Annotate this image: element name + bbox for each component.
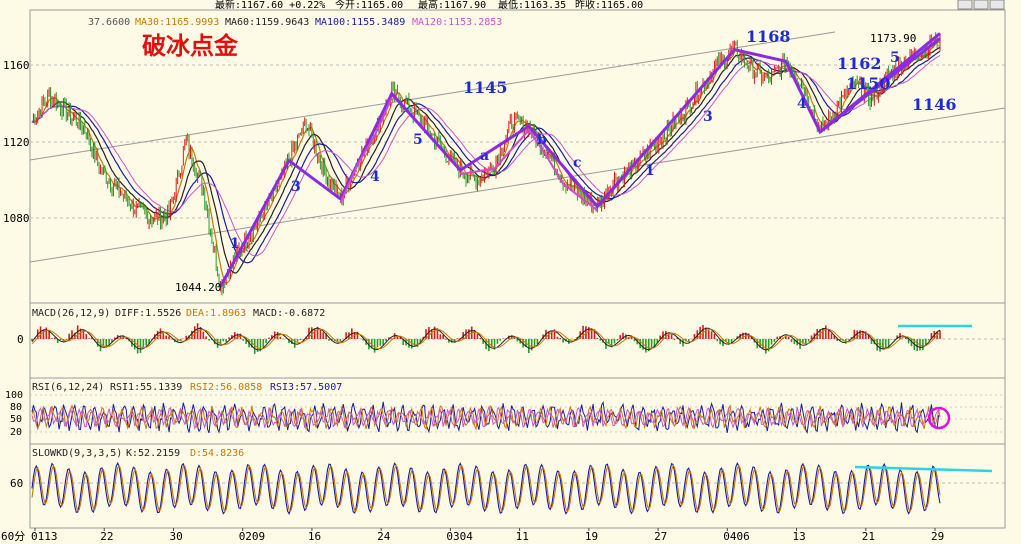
ma120-value: MA120:1153.2853 xyxy=(412,17,502,28)
x-tick-label: 27 xyxy=(654,530,667,543)
rsi3-value: RSI3:57.5007 xyxy=(270,382,342,393)
peak-1145-label: 1145 xyxy=(463,78,508,97)
kd-tick-60: 60 xyxy=(10,477,23,490)
rsi-line xyxy=(31,404,941,431)
wave-label-1b: 1 xyxy=(645,163,655,179)
macd-diff: DIFF:1.5526 xyxy=(115,308,181,319)
rsi-line xyxy=(31,405,941,430)
header-low: 最低:1163.35 xyxy=(498,0,566,11)
macd-dea-line xyxy=(31,328,941,350)
rsi-highlight-circle xyxy=(927,406,951,430)
peak-1162-label: 1162 xyxy=(837,54,882,73)
x-tick-label: 21 xyxy=(862,530,875,543)
wave-lines xyxy=(219,32,941,288)
price-tick-1160: 1160 xyxy=(3,59,30,72)
x-tick-label: 29 xyxy=(931,530,944,543)
header-prev: 昨收:1165.00 xyxy=(575,0,643,11)
x-tick-label: 19 xyxy=(585,530,598,543)
kd-cyan-line xyxy=(854,465,993,473)
rsi-tick-50: 50 xyxy=(10,414,22,425)
rsi-name: RSI(6,12,24) xyxy=(32,382,104,393)
chart-title: 破冰点金 xyxy=(142,31,239,60)
x-axis: 0113 22 30 0209 16 24 0304 11 19 27 0406 13 21 29 xyxy=(31,528,944,543)
rsi2-value: RSI2:56.0858 xyxy=(190,382,262,393)
sub-wave-path xyxy=(527,129,599,212)
wave-label-4b: 4 xyxy=(797,96,807,112)
kd-k-value: K:52.2159 xyxy=(126,448,180,459)
level-1150-label: 1150 xyxy=(846,74,891,93)
ma100-value: MA100:1155.3489 xyxy=(315,17,405,28)
macd-dea: DEA:1.8963 xyxy=(186,308,246,319)
rsi-lines xyxy=(31,400,941,434)
kd-d-value: D:54.8236 xyxy=(190,448,244,459)
channel-lower-line xyxy=(29,107,1006,263)
x-tick-label: 0304 xyxy=(446,530,473,543)
header-open: 今开:1165.00 xyxy=(335,0,403,11)
x-tick-label: 11 xyxy=(516,530,529,543)
wave-label-1: 1 xyxy=(230,236,240,252)
period-label: 60分 xyxy=(1,530,25,543)
kd-name: SLOWKD(9,3,3,5) xyxy=(32,448,122,459)
restore-button[interactable] xyxy=(973,0,989,10)
rsi-tick-80: 80 xyxy=(10,402,22,413)
rsi-tick-100: 100 xyxy=(5,390,23,401)
peak-1168-label: 1168 xyxy=(746,27,791,46)
x-tick-label: 0406 xyxy=(723,530,750,543)
macd-name: MACD(26,12,9) xyxy=(32,308,110,319)
ma60-value: MA60:1159.9643 xyxy=(225,17,309,28)
macd-tick-0: 0 xyxy=(17,333,24,346)
low-price-label: 1044.20 xyxy=(175,281,221,294)
sub-wave-path xyxy=(460,129,530,176)
wave-label-4: 4 xyxy=(370,169,380,185)
macd-histogram xyxy=(31,323,941,354)
final-wave-path xyxy=(819,32,941,134)
channel-upper-line xyxy=(29,31,836,161)
wave-label-5: 5 xyxy=(413,132,423,148)
wave-label-b: b xyxy=(537,132,547,148)
wave-label-5b: 5 xyxy=(890,50,900,66)
x-tick-label: 0113 xyxy=(31,530,58,543)
wave-label-c: c xyxy=(573,155,582,171)
kd-d-line xyxy=(31,464,941,513)
ma30-value: MA30:1165.9993 xyxy=(135,17,219,28)
macd-value: MACD:-0.6872 xyxy=(253,308,325,319)
wave-label-a: a xyxy=(480,148,489,164)
x-tick-label: 30 xyxy=(169,530,182,543)
header-high: 最高:1167.90 xyxy=(418,0,486,11)
x-tick-label: 13 xyxy=(793,530,806,543)
ma-first-value: 37.6600 xyxy=(88,17,130,28)
price-tick-1120: 1120 xyxy=(3,136,30,149)
rsi1-value: RSI1:55.1339 xyxy=(110,382,182,393)
wave-label-3b: 3 xyxy=(703,109,713,125)
rsi-tick-20: 20 xyxy=(10,427,22,438)
kd-lines xyxy=(31,461,941,516)
sub-wave-path xyxy=(339,97,393,204)
x-tick-label: 16 xyxy=(308,530,321,543)
wave-label-3: 3 xyxy=(291,179,301,195)
header-latest: 最新:1167.60 +0.22% xyxy=(215,0,325,11)
scroll-left-button[interactable] xyxy=(957,0,973,10)
x-tick-label: 24 xyxy=(377,530,391,543)
level-1146-label: 1146 xyxy=(912,95,957,114)
maximize-button[interactable] xyxy=(989,0,1005,10)
last-high-label: 1173.90 xyxy=(870,32,916,45)
elliott-wave-path xyxy=(219,37,941,288)
x-tick-label: 0209 xyxy=(239,530,266,543)
x-tick-label: 22 xyxy=(100,530,113,543)
price-tick-1080: 1080 xyxy=(3,212,30,225)
